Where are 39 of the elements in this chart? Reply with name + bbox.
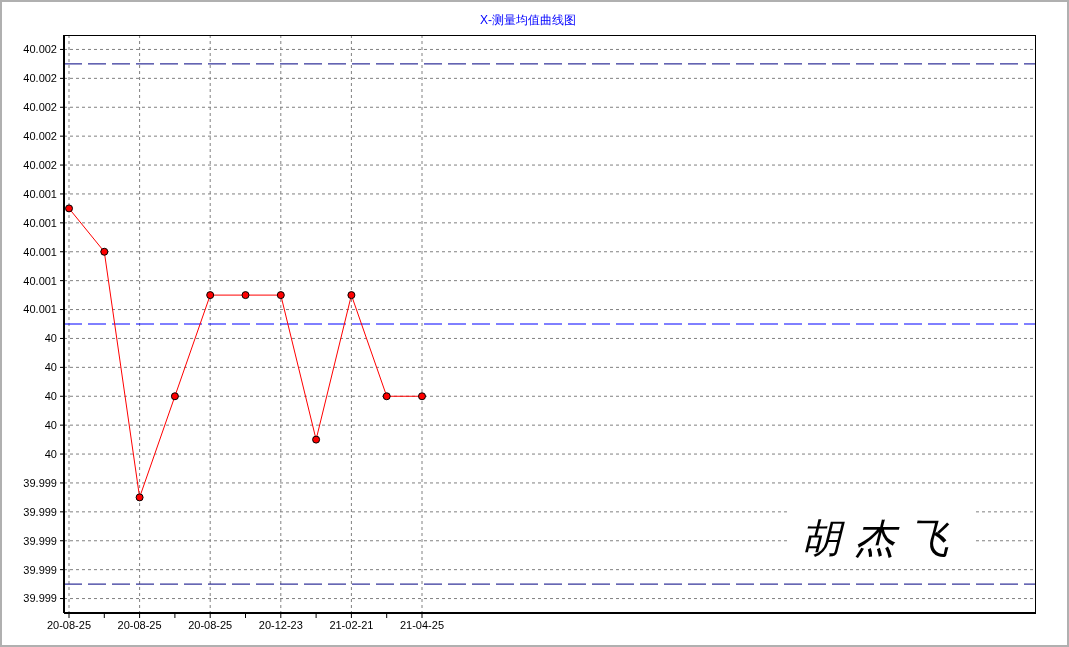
y-tick-label: 40.002 [23,101,57,114]
point [418,392,426,401]
point [206,291,215,300]
x-tick-label: 20-12-23 [258,618,303,631]
y-tick-label: 40 [44,390,57,403]
y-tick-label: 40.002 [23,130,57,143]
y-tick-label: 40.001 [23,187,57,200]
y-tick-label: 40 [44,332,57,345]
point [312,435,321,444]
y-tick-label: 40.001 [23,303,57,316]
y-tick-label: 40 [44,361,57,374]
point [65,204,73,213]
point [170,392,179,401]
y-tick-label: 40.001 [23,245,57,258]
y-tick-label: 40.001 [23,216,57,229]
x-tick-label: 20-08-25 [46,618,92,631]
x-tick-label: 21-04-25 [399,618,445,631]
x-tick-label: 20-08-25 [117,618,162,631]
text: 胡杰飞 [790,507,974,569]
y-tick-label: 40.002 [23,43,57,56]
x-tick-label: 21-02-21 [329,618,374,631]
y-tick-label: 39.999 [23,505,57,518]
point [100,247,109,256]
y-tick-label: 40.002 [23,72,57,85]
y-tick-label: 40 [44,419,57,432]
point [241,291,250,300]
point [382,392,391,401]
point [347,291,356,300]
y-tick-label: 39.999 [23,563,57,576]
y-tick-label: 40.001 [23,274,57,287]
y-tick-label: 40.002 [23,158,57,171]
y-tick-label: 39.999 [23,476,57,489]
x-tick-label: 20-08-25 [188,618,233,631]
y-tick-label: 39.999 [23,534,57,547]
point [276,291,285,300]
point [135,493,144,502]
y-tick-label: 40 [44,447,57,460]
y-tick-label: 39.999 [23,592,57,605]
text: X-测量均值曲线图 [479,12,577,29]
